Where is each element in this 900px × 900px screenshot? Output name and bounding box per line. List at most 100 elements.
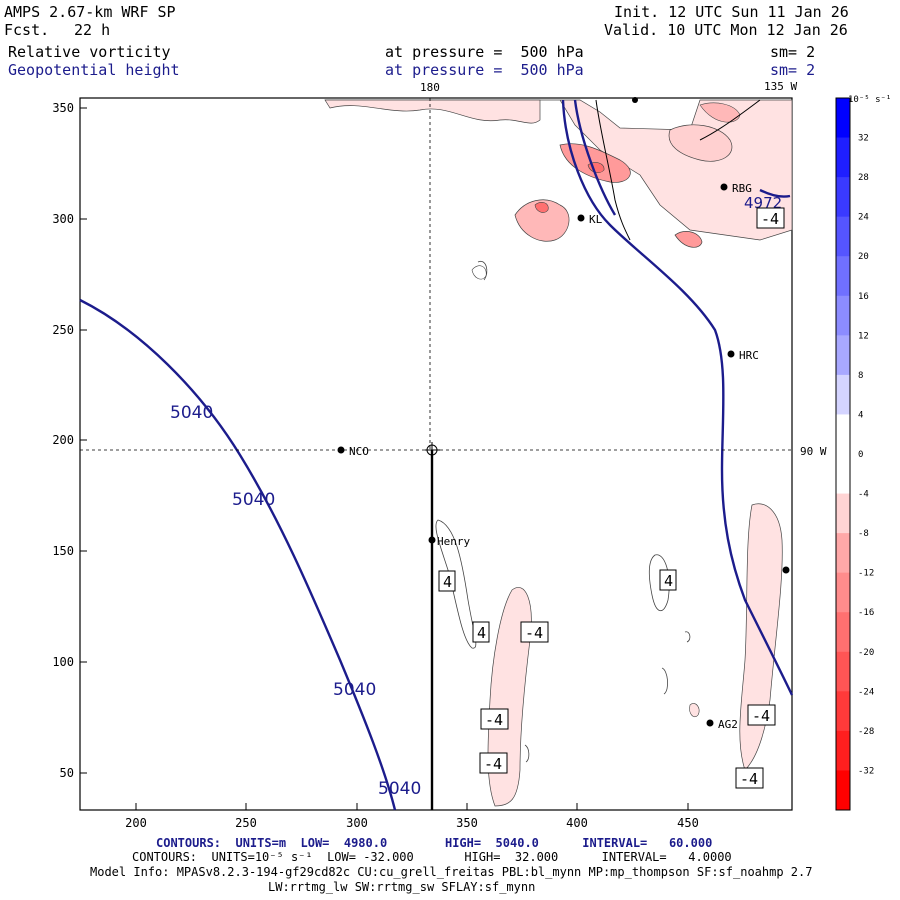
vort-label: -4 <box>525 624 543 642</box>
vort-label: 4 <box>664 572 673 590</box>
forecast-label: Fcst. <box>4 21 50 39</box>
colorbar-swatch <box>836 137 850 178</box>
colorbar-swatch <box>836 98 850 139</box>
y-tick-label: 200 <box>52 433 74 447</box>
field2-level: at pressure = 500 hPa <box>385 61 584 79</box>
vort-label: -4 <box>484 755 502 773</box>
lon-label-90w: 90 W <box>800 445 827 458</box>
colorbar-tick-label: 0 <box>858 450 863 460</box>
lon-label-135w: 135 W <box>764 80 797 93</box>
vorticity-shading <box>324 99 793 280</box>
station-henry: Henry <box>437 535 470 548</box>
colorbar-swatch <box>836 335 850 376</box>
colorbar-swatch <box>836 454 850 495</box>
contours-heights: CONTOURS: UNITS=m LOW= 4980.0 HIGH= 5040… <box>156 836 713 850</box>
y-tick-label: 50 <box>60 766 74 780</box>
field2-name: Geopotential height <box>8 61 180 79</box>
station-ag2: AG2 <box>718 718 738 731</box>
y-tick-label: 250 <box>52 323 74 337</box>
height-label: 5040 <box>378 779 421 799</box>
y-tick-label: 100 <box>52 655 74 669</box>
vorticity-lower-shading <box>487 503 783 807</box>
x-tick-label: 350 <box>456 816 478 830</box>
y-axis-labels: 350 300 250 200 150 100 50 <box>52 101 74 780</box>
colorbar-tick-label: -12 <box>858 569 874 579</box>
positive-vorticity-contours <box>435 260 691 763</box>
vort-label: -4 <box>761 210 779 228</box>
colorbar-swatch <box>836 533 850 574</box>
colorbar-tick-label: 12 <box>858 331 869 341</box>
colorbar-swatch <box>836 691 850 732</box>
height-label: 5040 <box>170 403 213 423</box>
colorbar-swatch <box>836 414 850 455</box>
colorbar-tick-label: -20 <box>858 648 874 658</box>
x-tick-label: 450 <box>677 816 699 830</box>
y-tick-label: 150 <box>52 544 74 558</box>
pole-icon <box>425 442 440 458</box>
x-tick-label: 400 <box>566 816 588 830</box>
coastline <box>595 99 761 241</box>
vort-label: -4 <box>740 770 758 788</box>
field2-smoothing: sm= 2 <box>770 61 816 79</box>
x-axis-ticks <box>135 803 689 810</box>
x-tick-label: 300 <box>346 816 368 830</box>
init-time: Init. 12 UTC Sun 11 Jan 26 <box>614 3 849 21</box>
vorticity-labels: 4 4 4 -4 -4 -4 -4 -4 -4 <box>438 207 785 789</box>
station-rbg: RBG <box>732 182 752 195</box>
colorbar-swatch <box>836 256 850 297</box>
station-kl: KL <box>589 213 603 226</box>
colorbar-tick-label: 24 <box>858 213 869 223</box>
colorbar-swatch <box>836 651 850 692</box>
colorbar-tick-label: -24 <box>858 687 874 697</box>
colorbar-tick-label: -32 <box>858 766 874 776</box>
colorbar-tick-label: -4 <box>858 490 869 500</box>
colorbar: 32 28 24 20 16 12 8 4 0 -4 -8 -12 -16 -20 -24 -28 -32 <box>835 97 874 811</box>
x-tick-label: 200 <box>125 816 147 830</box>
station-nco: NCO <box>349 445 369 458</box>
field1-smoothing: sm= 2 <box>770 43 816 61</box>
colorbar-frame <box>835 97 851 811</box>
colorbar-tick-label: 28 <box>858 173 869 183</box>
colorbar-swatch <box>836 177 850 218</box>
station-hrc: HRC <box>739 349 759 362</box>
colorbar-tick-label: -16 <box>858 608 874 618</box>
colorbar-swatch <box>836 572 850 613</box>
colorbar-swatch <box>836 216 850 257</box>
colorbar-swatch <box>836 295 850 336</box>
colorbar-tick-label: -8 <box>858 529 869 539</box>
colorbar-swatch <box>836 770 850 811</box>
colorbar-tick-label: 4 <box>858 410 863 420</box>
forecast-hour: 22 h <box>74 21 111 39</box>
model-info: Model Info: MPASv8.2.3-194-gf29cd82c CU:… <box>90 865 813 879</box>
model-title: AMPS 2.67-km WRF SP <box>4 3 176 21</box>
vort-label: 4 <box>477 624 486 642</box>
colorbar-tick-label: 8 <box>858 371 863 381</box>
colorbar-swatch <box>836 493 850 534</box>
height-label: 5040 <box>333 680 376 700</box>
x-tick-label: 250 <box>235 816 257 830</box>
model-info-2: LW:rrtmg_lw SW:rrtmg_sw SFLAY:sf_mynn <box>268 880 536 894</box>
colorbar-tick-label: 20 <box>858 252 869 262</box>
vort-label: 4 <box>443 573 452 591</box>
colorbar-swatch <box>836 730 850 771</box>
colorbar-unit: 10⁻⁵ s⁻¹ <box>848 95 891 105</box>
lon-label-180: 180 <box>420 81 440 94</box>
contours-vorticity: CONTOURS: UNITS=10⁻⁵ s⁻¹ LOW= -32.000 HI… <box>132 850 732 864</box>
height-contours <box>79 99 794 811</box>
y-tick-label: 300 <box>52 212 74 226</box>
y-tick-label: 350 <box>52 101 74 115</box>
x-axis-labels: 200 250 300 350 400 450 <box>125 816 699 830</box>
vort-label: -4 <box>752 707 770 725</box>
colorbar-tick-label: 16 <box>858 292 869 302</box>
colorbar-tick-label: 32 <box>858 134 869 144</box>
field1-name: Relative vorticity <box>8 43 171 61</box>
station-markers <box>337 97 790 727</box>
valid-time: Valid. 10 UTC Mon 12 Jan 26 <box>604 21 848 39</box>
colorbar-tick-label: -28 <box>858 727 874 737</box>
colorbar-swatch <box>836 612 850 653</box>
height-label: 5040 <box>232 490 275 510</box>
y-axis-ticks <box>80 107 87 774</box>
field1-level: at pressure = 500 hPa <box>385 43 584 61</box>
colorbar-swatch <box>836 374 850 415</box>
